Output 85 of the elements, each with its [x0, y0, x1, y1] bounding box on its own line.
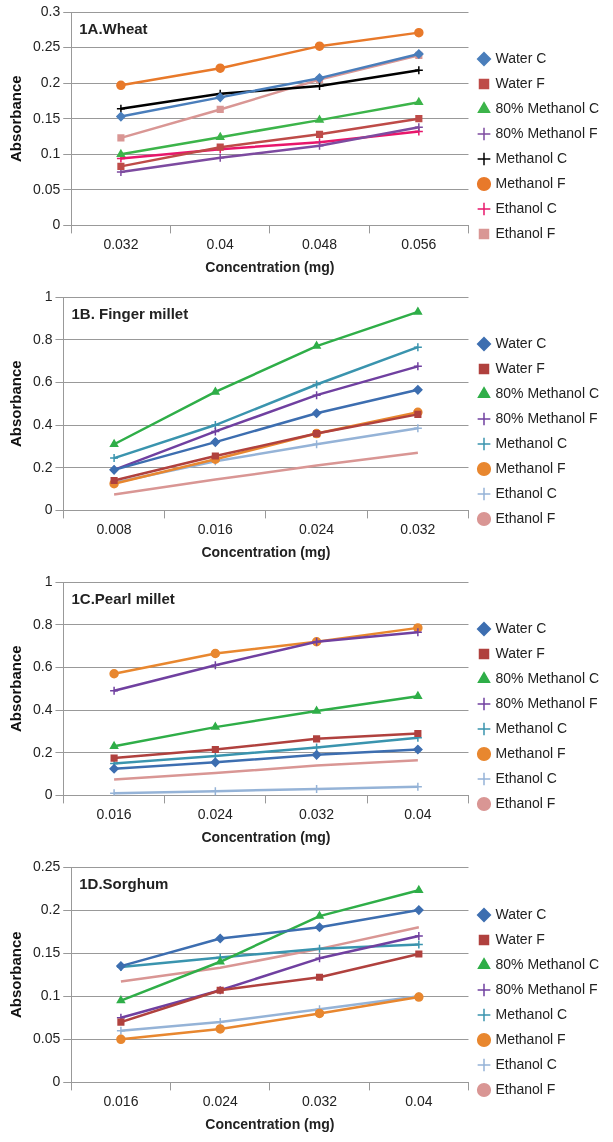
legend-label: 80% Methanol F: [495, 980, 598, 997]
y-tick-label: 0.6: [32, 658, 53, 675]
legend-label: Ethanol F: [495, 509, 556, 526]
x-tick-label: 0.056: [401, 235, 437, 252]
x-axis-title: Concentration (mg): [205, 259, 335, 276]
y-tick-label: 1: [44, 287, 53, 304]
legend-label: 80% Methanol C: [495, 99, 600, 116]
y-tick-label: 0.2: [40, 900, 61, 917]
y-tick-label: 0.05: [33, 1030, 61, 1047]
x-tick-label: 0.024: [299, 520, 335, 537]
y-tick-label: 0.4: [32, 415, 53, 432]
y-tick-label: 0: [52, 1073, 61, 1090]
y-axis-title: Absorbance: [7, 645, 25, 733]
x-tick-label: 0.024: [197, 805, 234, 822]
y-tick-label: 0.2: [40, 73, 61, 90]
y-tick-label: 0.8: [32, 615, 53, 632]
text: 1C.Pearl millet: [71, 589, 175, 607]
legend-label: Water F: [495, 644, 545, 661]
x-tick-label: 0.04: [405, 1092, 433, 1109]
y-tick-label: 0.05: [33, 180, 61, 197]
x-tick-label: 0.016: [103, 1092, 139, 1109]
legend-label: Methanol C: [495, 434, 568, 451]
y-tick-label: 0: [44, 786, 53, 803]
y-tick-label: 0.1: [40, 987, 61, 1004]
y-tick-label: 0.15: [33, 109, 61, 126]
legend-label: Methanol F: [495, 459, 566, 476]
legend-label: 80% Methanol C: [495, 669, 600, 686]
y-tick-label: 0.8: [32, 330, 53, 347]
x-tick-label: 0.008: [96, 520, 132, 537]
legend-label: 80% Methanol F: [495, 124, 598, 141]
y-axis-title: Absorbance: [7, 75, 25, 163]
legend-label: 80% Methanol F: [495, 409, 598, 426]
legend-label: Methanol C: [495, 719, 568, 736]
x-tick-label: 0.032: [299, 805, 335, 822]
y-tick-label: 0.2: [32, 458, 53, 475]
legend-label: Ethanol F: [495, 794, 556, 811]
y-tick-label: 1: [44, 572, 53, 589]
legend-label: Water C: [495, 49, 547, 66]
y-tick-label: 0.2: [32, 743, 53, 760]
legend-label: 80% Methanol C: [495, 384, 600, 401]
legend-label: Water F: [495, 74, 545, 91]
x-tick-label: 0.032: [103, 235, 139, 252]
y-tick-label: 0.3: [40, 2, 61, 19]
legend-label: Methanol C: [495, 149, 568, 166]
y-tick-label: 0.25: [33, 38, 61, 55]
legend-label: Water C: [495, 619, 547, 636]
y-tick-label: 0.25: [33, 857, 61, 874]
x-tick-label: 0.032: [400, 520, 436, 537]
legend-label: Ethanol C: [495, 1055, 557, 1072]
legend-label: Ethanol C: [495, 199, 557, 216]
legend-label: Methanol F: [495, 1030, 566, 1047]
y-axis-title: Absorbance: [7, 360, 25, 448]
legend-label: Water F: [495, 930, 545, 947]
x-tick-label: 0.024: [202, 1092, 238, 1109]
x-tick-label: 0.04: [206, 235, 235, 252]
x-tick-label: 0.032: [302, 1092, 338, 1109]
x-axis-title: Concentration (mg): [201, 829, 331, 846]
legend-label: Ethanol C: [495, 769, 557, 786]
x-tick-label: 0.04: [404, 805, 432, 822]
y-tick-label: 0: [52, 216, 61, 233]
y-tick-label: 0.15: [33, 944, 61, 961]
x-axis-title: Concentration (mg): [205, 1116, 335, 1133]
legend-label: 80% Methanol F: [495, 694, 598, 711]
legend-label: Water F: [495, 359, 545, 376]
legend-label: Water C: [495, 905, 547, 922]
text: 1A.Wheat: [79, 19, 148, 37]
y-tick-label: 0.4: [32, 700, 53, 717]
y-tick-label: 0: [44, 501, 53, 518]
legend-label: Water C: [495, 334, 547, 351]
x-axis-title: Concentration (mg): [201, 544, 331, 561]
legend-label: Methanol F: [495, 174, 566, 191]
x-tick-label: 0.016: [96, 805, 132, 822]
y-tick-label: 0.1: [40, 145, 61, 162]
text: 1B. Finger millet: [71, 304, 189, 322]
legend-label: 80% Methanol C: [495, 955, 600, 972]
legend-label: Methanol F: [495, 744, 566, 761]
y-tick-label: 0.6: [32, 373, 53, 390]
text: 1D.Sorghum: [79, 874, 169, 892]
x-tick-label: 0.016: [197, 520, 234, 537]
x-tick-label: 0.048: [302, 235, 338, 252]
legend-label: Ethanol F: [495, 1080, 556, 1097]
y-axis-title: Absorbance: [7, 931, 25, 1019]
legend-label: Methanol C: [495, 1005, 568, 1022]
legend-label: Ethanol C: [495, 484, 557, 501]
legend-label: Ethanol F: [495, 224, 556, 241]
